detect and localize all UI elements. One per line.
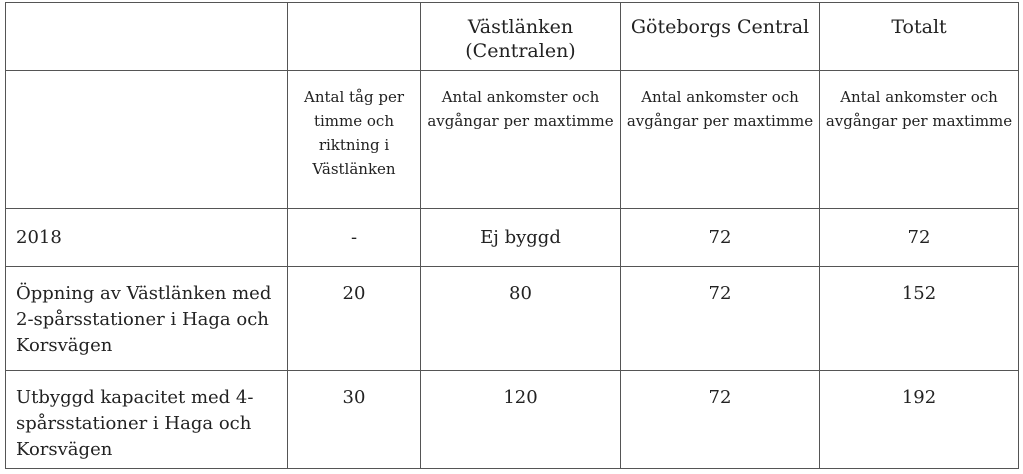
table-cell: 120	[420, 370, 621, 469]
table-cell: 192	[819, 370, 1019, 469]
header-cell: Totalt	[819, 2, 1019, 71]
subheader-cell: Antal ankomster och avgångar per maxtimm…	[819, 70, 1019, 209]
table-cell: 72	[620, 370, 820, 469]
table-cell: 30	[287, 370, 421, 469]
subheader-cell: Antal tåg per timme och riktning i Västl…	[287, 70, 421, 209]
header-cell: Västlänken (Centralen)	[420, 2, 621, 71]
header-cell: Göteborgs Central	[620, 2, 820, 71]
table-row: Öppning av Västlänken med 2-spårsstation…	[5, 266, 1019, 371]
table-cell: 152	[819, 266, 1019, 371]
table-cell: Ej byggd	[420, 208, 621, 267]
table-cell: 72	[819, 208, 1019, 267]
row-label: Utbyggd kapacitet med 4-spårsstationer i…	[5, 370, 288, 469]
table-cell: 80	[420, 266, 621, 371]
subheader-cell: Antal ankomster och avgångar per maxtimm…	[420, 70, 621, 209]
row-label: 2018	[5, 208, 288, 267]
table-cell: 72	[620, 266, 820, 371]
table-row: 2018 - Ej byggd 72 72	[5, 208, 1019, 267]
table-cell: 72	[620, 208, 820, 267]
table-row: Utbyggd kapacitet med 4-spårsstationer i…	[5, 370, 1019, 469]
table-cell: 20	[287, 266, 421, 371]
header-cell	[5, 2, 288, 71]
capacity-table: Västlänken (Centralen) Göteborgs Central…	[5, 2, 1019, 469]
table-cell: -	[287, 208, 421, 267]
header-cell	[287, 2, 421, 71]
subheader-row: Antal tåg per timme och riktning i Västl…	[5, 70, 1019, 209]
header-row: Västlänken (Centralen) Göteborgs Central…	[5, 2, 1019, 71]
subheader-cell: Antal ankomster och avgångar per maxtimm…	[620, 70, 820, 209]
row-label: Öppning av Västlänken med 2-spårsstation…	[5, 266, 288, 371]
subheader-cell	[5, 70, 288, 209]
